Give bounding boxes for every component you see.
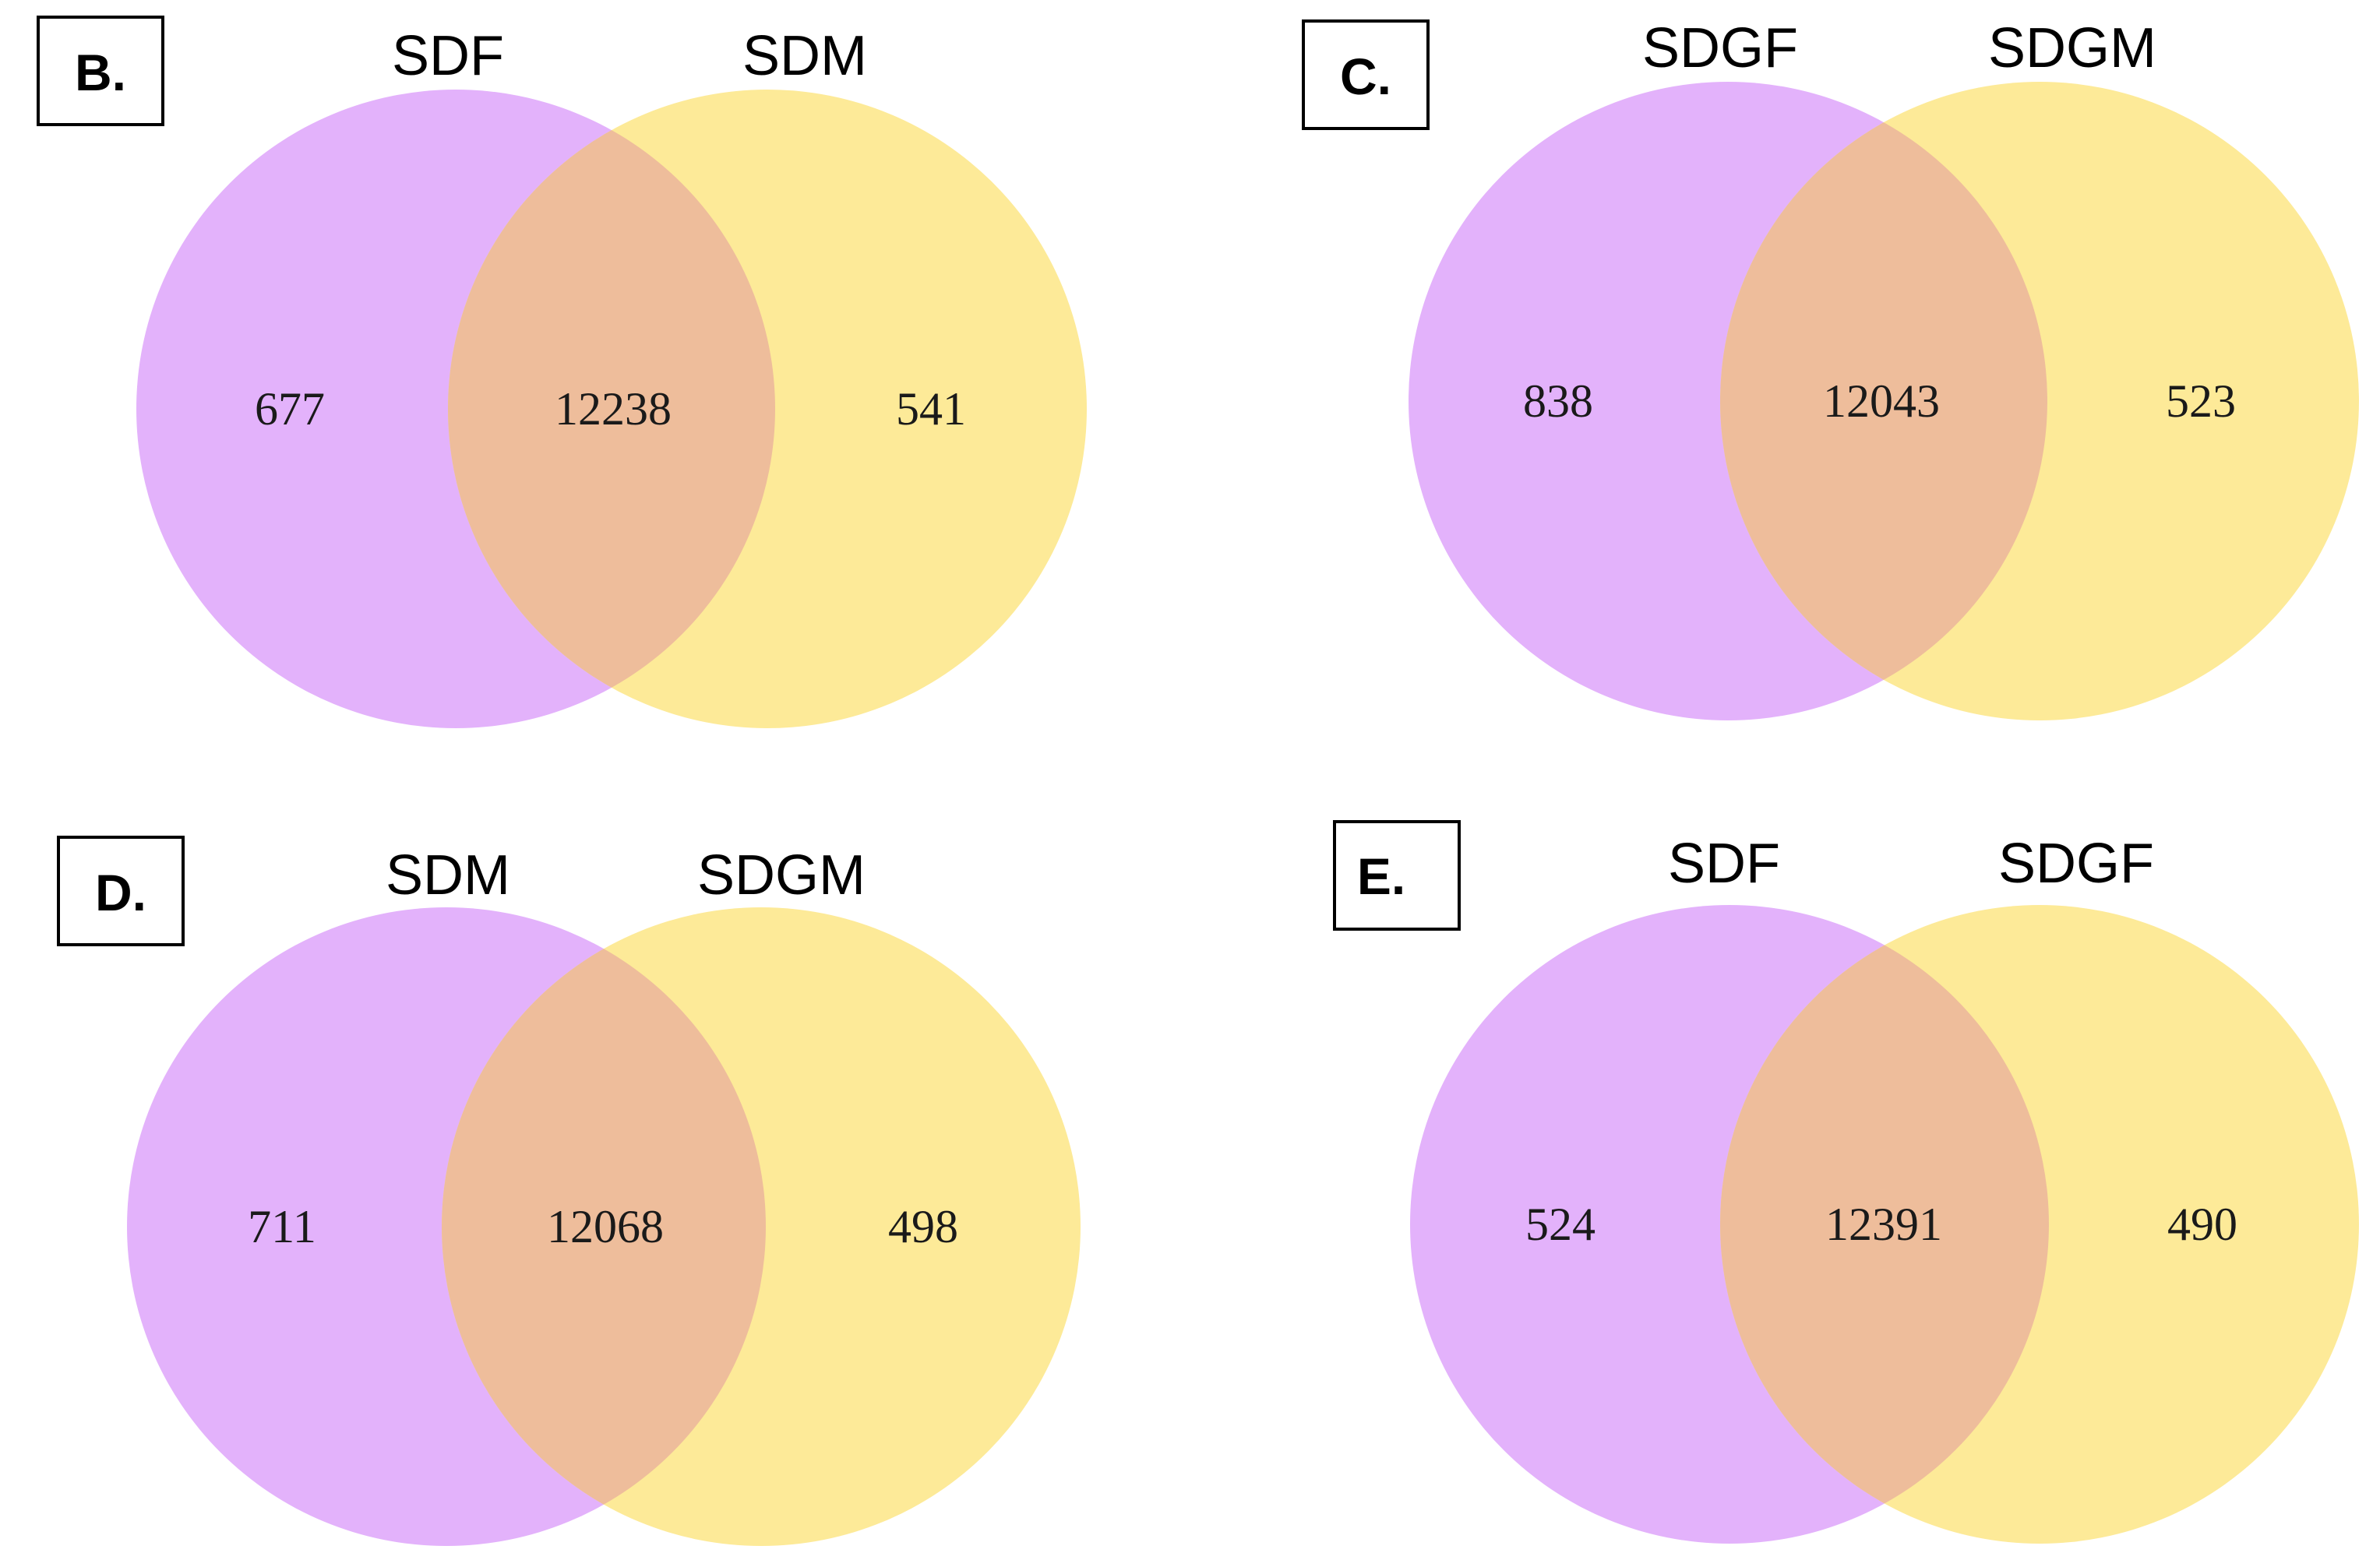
intersection-count: 12068 [547, 1201, 664, 1252]
panel-label-box [1333, 820, 1461, 931]
right-only-count: 490 [2167, 1199, 2237, 1250]
panel-label: E. [1357, 847, 1405, 905]
venn-panel-e: E. SDF SDGF 524 12391 490 [1333, 820, 2359, 1544]
right-only-count: 523 [2166, 375, 2236, 427]
intersection-region [1720, 82, 2047, 720]
left-only-count: 677 [255, 383, 325, 435]
left-set-name: SDF [1668, 833, 1780, 895]
left-only-count: 711 [248, 1201, 316, 1252]
panel-label-box [1302, 19, 1430, 130]
left-only-count: 524 [1525, 1199, 1595, 1250]
right-set-name: SDM [742, 25, 867, 87]
left-set-name: SDM [386, 844, 510, 907]
intersection-count: 12391 [1825, 1199, 1942, 1250]
venn-panel-d: D. SDM SDGM 711 12068 498 [57, 836, 1081, 1546]
panel-label-box [57, 836, 185, 946]
panel-label: D. [95, 864, 146, 921]
right-set-name: SDGF [1998, 833, 2154, 895]
right-only-count: 498 [888, 1201, 958, 1252]
panel-label: B. [75, 44, 126, 101]
venn-panel-b: B. SDF SDM 677 12238 541 [37, 16, 1087, 728]
venn-panel-c: C. SDGF SDGM 838 12043 523 [1302, 17, 2359, 720]
intersection-count: 12238 [555, 383, 672, 435]
intersection-region [448, 90, 775, 728]
left-only-count: 838 [1523, 375, 1593, 427]
intersection-count: 12043 [1823, 375, 1940, 427]
left-set-name: SDGF [1642, 17, 1798, 79]
right-set-name: SDGM [1988, 17, 2156, 79]
intersection-region [442, 907, 766, 1546]
left-set-name: SDF [392, 25, 504, 87]
panel-label: C. [1340, 48, 1391, 105]
intersection-region [1720, 905, 2049, 1544]
right-set-name: SDGM [697, 844, 866, 907]
panel-label-box [37, 16, 164, 126]
right-only-count: 541 [896, 383, 966, 435]
